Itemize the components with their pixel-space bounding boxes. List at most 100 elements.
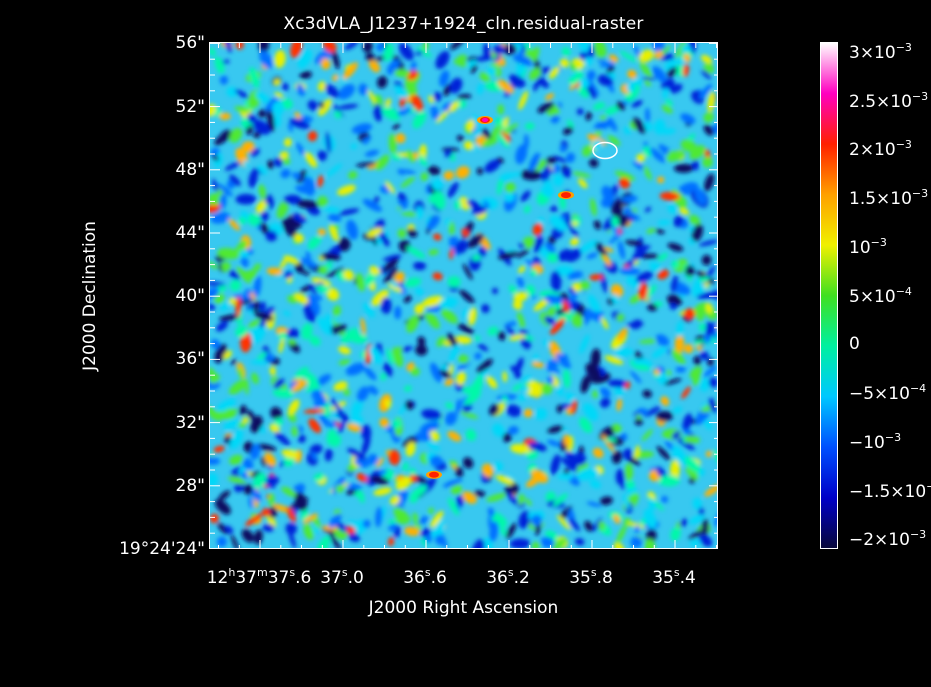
noise-blob: [631, 100, 643, 108]
noise-blob: [462, 491, 477, 504]
noise-blob: [397, 108, 412, 116]
noise-blob: [395, 474, 405, 481]
noise-blob: [518, 394, 527, 401]
noise-blob: [562, 300, 570, 313]
noise-blob: [210, 406, 222, 422]
noise-blob: [711, 290, 717, 300]
noise-blob: [342, 62, 358, 80]
noise-blob: [320, 58, 331, 70]
noise-blob: [358, 83, 368, 96]
noise-blob: [393, 507, 410, 524]
noise-blob: [577, 178, 588, 189]
noise-blob: [632, 78, 643, 86]
noise-blob: [462, 457, 474, 469]
noise-blob: [425, 534, 433, 544]
noise-blob: [604, 246, 614, 253]
noise-blob: [214, 499, 231, 515]
noise-blob: [526, 284, 536, 296]
noise-blob: [624, 381, 631, 390]
noise-blob: [405, 277, 422, 288]
noise-blob: [699, 378, 710, 392]
noise-blob: [459, 289, 475, 304]
noise-blob: [317, 175, 324, 188]
noise-blob: [675, 366, 686, 373]
noise-blob: [364, 367, 377, 381]
noise-blob: [506, 491, 519, 506]
noise-blob: [224, 525, 234, 534]
noise-blob: [309, 335, 321, 346]
noise-blob: [703, 124, 714, 136]
noise-blob: [580, 374, 591, 394]
noise-blob: [362, 137, 369, 145]
noise-blob: [226, 408, 233, 413]
noise-blob: [307, 100, 318, 111]
noise-blob: [273, 78, 281, 86]
noise-blob: [253, 473, 267, 489]
noise-blob: [447, 181, 459, 198]
noise-blob: [440, 364, 449, 371]
noise-blob: [546, 359, 558, 373]
noise-blob: [586, 252, 598, 259]
noise-blob: [357, 386, 369, 402]
noise-blob: [240, 331, 252, 353]
noise-blob: [436, 336, 446, 347]
noise-blob: [503, 43, 517, 55]
noise-blob: [458, 354, 469, 364]
noise-blob: [212, 154, 219, 161]
noise-blob: [593, 120, 612, 131]
noise-blob: [503, 123, 519, 135]
noise-blob: [229, 127, 243, 143]
noise-blob: [362, 198, 383, 212]
noise-blob: [303, 523, 314, 540]
noise-blob: [467, 233, 484, 248]
noise-blob: [210, 261, 218, 269]
noise-blob: [542, 339, 550, 348]
noise-blob: [404, 400, 414, 410]
noise-blob: [312, 515, 321, 530]
noise-blob: [684, 435, 700, 444]
noise-blob: [292, 213, 307, 223]
noise-blob: [463, 140, 474, 151]
noise-blob: [210, 472, 219, 487]
noise-blob: [317, 317, 332, 336]
noise-blob: [450, 483, 462, 495]
noise-blob: [497, 516, 505, 526]
noise-blob: [657, 219, 671, 226]
noise-blob: [563, 434, 570, 447]
noise-blob: [314, 48, 334, 64]
noise-blob: [304, 151, 318, 168]
noise-blob: [336, 410, 350, 422]
x-tick-label: 37s.0: [320, 566, 364, 588]
noise-blob: [331, 49, 340, 70]
colorbar-tick-label: 0: [849, 334, 860, 355]
noise-blob: [388, 283, 403, 293]
noise-blob: [323, 43, 337, 53]
noise-blob: [604, 106, 620, 115]
noise-blob: [384, 399, 392, 408]
noise-blob: [246, 410, 255, 420]
noise-blob: [242, 160, 250, 168]
noise-blob: [313, 473, 325, 482]
noise-blob: [272, 503, 292, 513]
noise-blob: [642, 146, 652, 157]
noise-blob: [392, 419, 402, 429]
noise-blob: [419, 421, 441, 433]
noise-blob: [582, 402, 599, 421]
noise-blob: [564, 392, 576, 401]
noise-blob: [667, 204, 677, 214]
noise-blob: [570, 237, 580, 246]
noise-blob: [278, 331, 288, 341]
noise-blob: [474, 352, 482, 360]
noise-blob: [550, 114, 560, 124]
noise-blob: [509, 538, 531, 548]
noise-blob: [244, 513, 263, 527]
noise-blob: [210, 456, 221, 465]
noise-blob: [308, 235, 322, 250]
noise-blob: [597, 74, 614, 87]
noise-blob: [255, 200, 267, 214]
noise-blob: [381, 258, 399, 273]
noise-blob: [319, 101, 325, 109]
residual-raster-image[interactable]: [209, 42, 718, 549]
noise-blob: [698, 83, 713, 100]
noise-blob: [641, 429, 653, 441]
